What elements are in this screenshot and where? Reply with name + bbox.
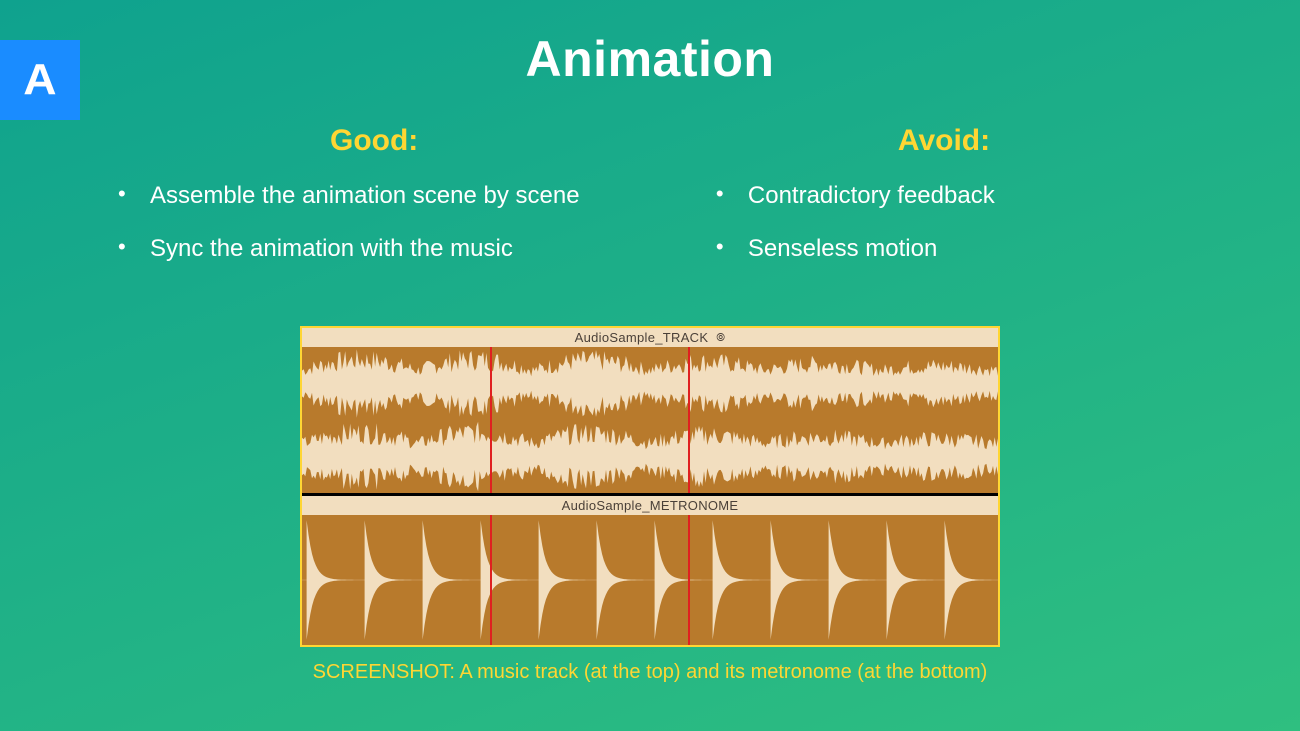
audio-figure: AudioSample_TRACK ⦾ AudioSample_METRONOM…	[300, 326, 1000, 647]
timeline-marker	[490, 347, 492, 493]
track-top-wave	[302, 347, 998, 493]
track-top-label-text: AudioSample_TRACK	[575, 330, 709, 345]
avoid-list: Contradictory feedback Senseless motion	[698, 180, 1200, 264]
figure-caption: SCREENSHOT: A music track (at the top) a…	[300, 661, 1000, 684]
good-column: Good: Assemble the animation scene by sc…	[100, 124, 658, 286]
track-bottom-wave	[302, 515, 998, 645]
timeline-marker	[688, 347, 690, 493]
content-columns: Good: Assemble the animation scene by sc…	[100, 124, 1200, 286]
timeline-marker	[688, 515, 690, 645]
page-title: Animation	[0, 30, 1300, 88]
track-top-label: AudioSample_TRACK ⦾	[302, 328, 998, 347]
list-item: Sync the animation with the music	[100, 233, 658, 264]
list-item: Senseless motion	[698, 233, 1200, 264]
avoid-column: Avoid: Contradictory feedback Senseless m…	[658, 124, 1200, 286]
track-bottom-label: AudioSample_METRONOME	[302, 496, 998, 515]
avoid-heading: Avoid:	[898, 124, 1200, 158]
stereo-icon: ⦾	[716, 332, 725, 345]
list-item: Contradictory feedback	[698, 180, 1200, 211]
good-list: Assemble the animation scene by scene Syn…	[100, 180, 658, 264]
audio-figure-wrap: AudioSample_TRACK ⦾ AudioSample_METRONOM…	[300, 326, 1000, 684]
list-item: Assemble the animation scene by scene	[100, 180, 658, 211]
good-heading: Good:	[330, 124, 658, 158]
timeline-marker	[490, 515, 492, 645]
